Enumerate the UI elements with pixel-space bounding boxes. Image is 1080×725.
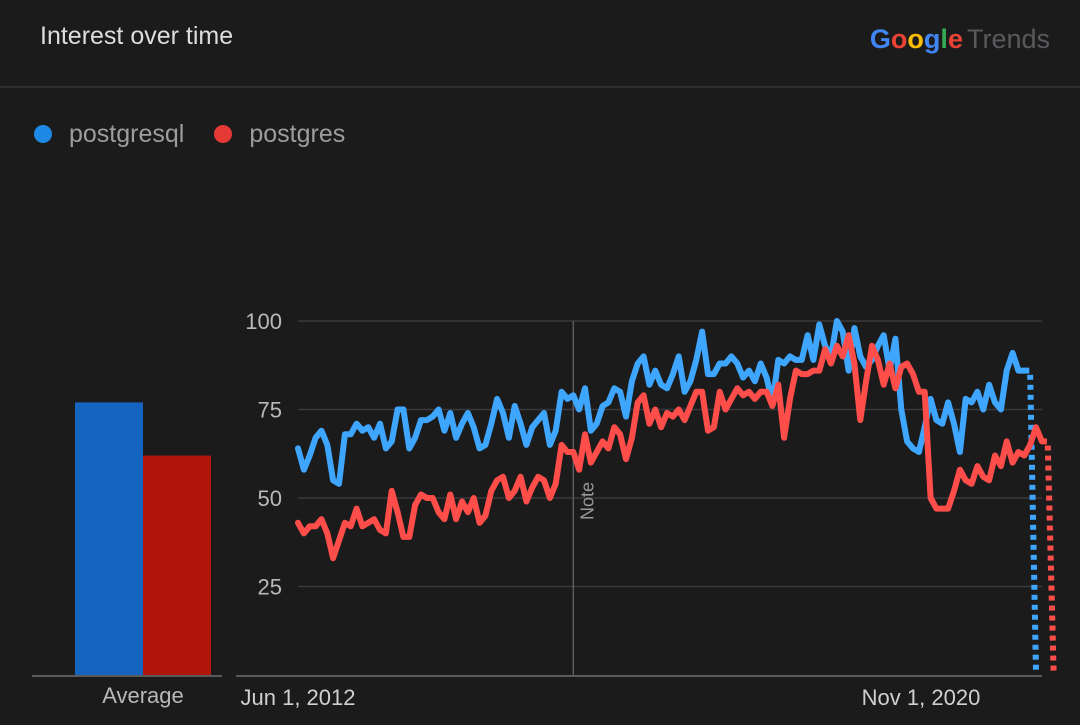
series-dotted-postgresql xyxy=(1024,367,1039,672)
brand-letter: l xyxy=(940,24,948,54)
average-bar xyxy=(143,455,211,675)
y-tick-label: 50 xyxy=(258,486,282,511)
y-tick-label: 25 xyxy=(258,575,282,600)
legend-dot-icon xyxy=(34,125,52,143)
brand-letter: e xyxy=(947,24,963,54)
legend-dot-icon xyxy=(214,125,233,143)
average-bar xyxy=(75,402,143,675)
trends-wordmark: Trends xyxy=(966,24,1050,54)
chart-header: Interest over time Google Trends xyxy=(0,0,1080,88)
x-tick-label: Nov 1, 2020 xyxy=(862,685,981,710)
brand-letter: o xyxy=(890,24,908,54)
average-label: Average xyxy=(102,683,184,708)
legend-label: postgresql xyxy=(69,119,185,148)
axis-labels: 25 50 75 100 Note Average Jun 1, 2012 Nov 1, 20… xyxy=(102,309,980,710)
chart-title: Interest over time xyxy=(40,22,234,50)
google-wordmark: Google xyxy=(870,24,963,54)
legend: postgresql postgres xyxy=(34,118,375,150)
series-dotted-postgres xyxy=(1041,438,1057,672)
gridlines xyxy=(32,320,1042,677)
brand-letter: G xyxy=(869,24,891,54)
x-tick-label: Jun 1, 2012 xyxy=(241,685,356,710)
note-label: Note xyxy=(577,482,597,520)
legend-label: postgres xyxy=(249,119,346,148)
y-tick-label: 100 xyxy=(245,309,282,334)
series-line-postgres xyxy=(295,332,1045,562)
brand-letter: o xyxy=(907,24,924,54)
y-tick-label: 75 xyxy=(258,398,282,423)
brand-letter: g xyxy=(923,24,941,54)
legend-item-postgres[interactable]: postgres xyxy=(214,120,345,149)
series-lines xyxy=(295,318,1057,672)
series-line-postgresql xyxy=(295,318,1028,487)
legend-item-postgresql[interactable]: postgresql xyxy=(34,120,184,149)
average-bars xyxy=(75,402,211,675)
google-trends-logo[interactable]: Google Trends xyxy=(870,24,1050,55)
